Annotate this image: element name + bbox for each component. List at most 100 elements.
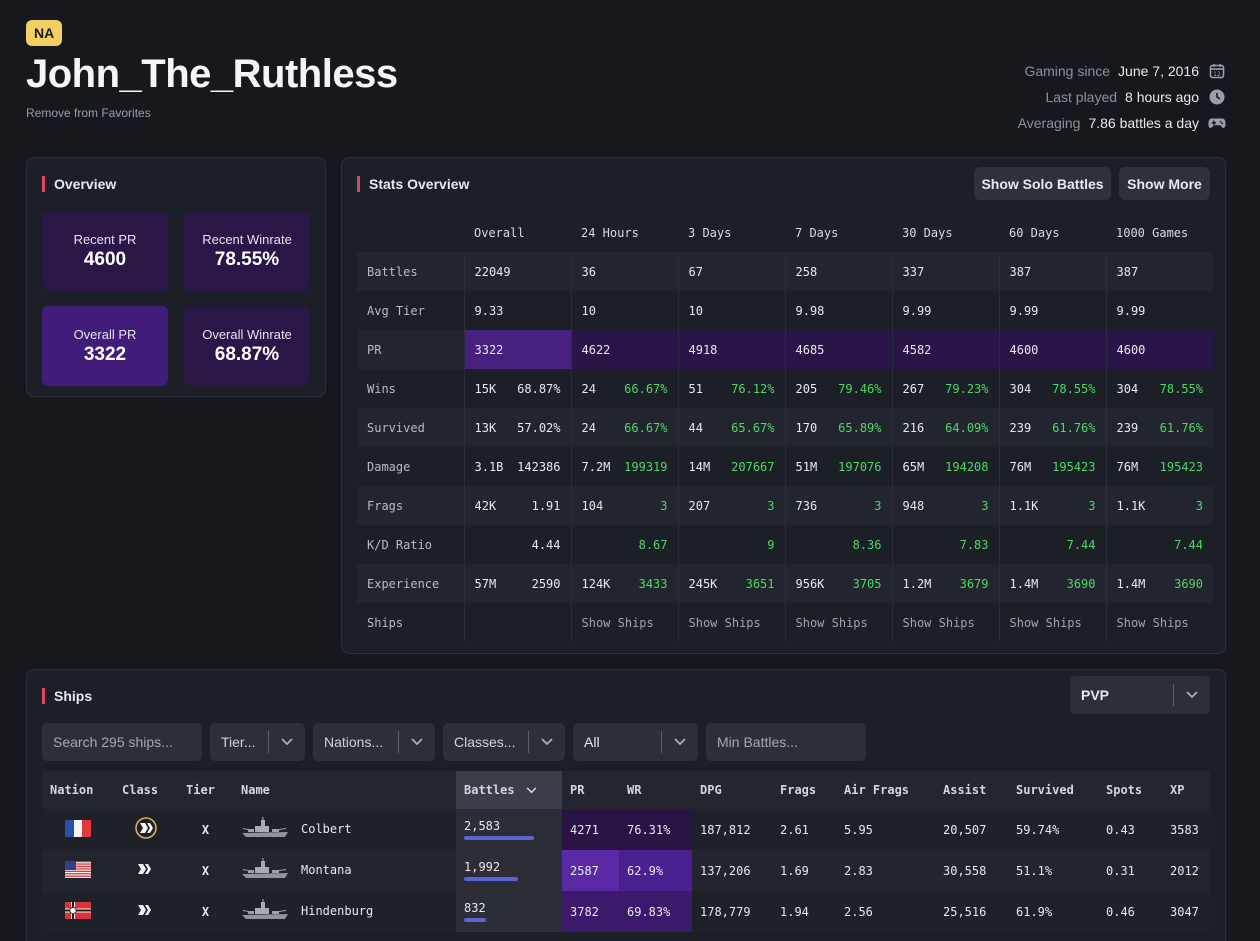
ship-row[interactable]: X Montana 1,992 2587 62.9% 137,206 1.69 2.83 30,… [42,850,1210,891]
ships-table: Nation Class Tier Name Battles PR WR DPG… [42,771,1210,932]
ship-class-cell [114,809,178,850]
classes-select-placeholder: Classes... [454,734,516,750]
col-name[interactable]: Name [233,771,456,809]
recent-winrate-value: 78.55% [214,248,280,270]
show-ships-link[interactable]: Show Ships [1009,615,1082,630]
show-ships-link[interactable]: Show Ships [688,615,761,630]
stats-cell-value: 4622 [581,342,611,357]
stats-cell-average: 3 [1195,498,1203,513]
col-pr[interactable]: PR [562,771,619,809]
show-more-button[interactable]: Show More [1119,167,1210,200]
stats-cell: 9.98 [784,291,892,330]
ship-image [241,899,289,924]
chevron-down-icon[interactable] [269,738,305,746]
stats-cell-pair: 13K 57.02% [475,421,561,435]
stats-cell-pair: 7.83 [903,538,989,552]
ship-xp: 3583 [1162,809,1210,850]
chevron-down-icon[interactable] [529,738,565,746]
col-tier[interactable]: Tier [178,771,233,809]
col-spots[interactable]: Spots [1098,771,1162,809]
ship-nation-cell [42,809,114,850]
min-battles-input[interactable] [706,723,866,761]
remove-favorite-link[interactable]: Remove from Favorites [26,106,151,120]
col-assist[interactable]: Assist [935,771,1008,809]
col-nation[interactable]: Nation [42,771,114,809]
classes-select[interactable]: Classes... [443,723,565,761]
battleship-class-icon [135,905,157,921]
col-class[interactable]: Class [114,771,178,809]
col-dpg[interactable]: DPG [692,771,772,809]
stats-row: Survived 13K 57.02% 24 66.67% 44 65.67% 170 65.8… [357,408,1213,447]
stats-cell-average: 207667 [731,459,775,474]
stats-cell-pair: 956K 3705 [796,577,882,591]
last-played-label: Last played [1045,89,1118,105]
stats-row-label: Experience [357,564,464,603]
col-survived[interactable]: Survived [1008,771,1098,809]
stats-overview-panel: Stats Overview Show Solo Battles Show Mo… [341,157,1226,654]
chevron-down-icon[interactable] [662,738,698,746]
stats-cell-pair: 304 78.55% [1010,382,1096,396]
ship-tier: X [178,850,233,891]
stats-cell-pair: 304 78.55% [1117,382,1204,396]
mode-select[interactable]: PVP [1070,676,1210,714]
show-ships-link[interactable]: Show Ships [1116,615,1189,630]
col-wr[interactable]: WR [619,771,692,809]
stats-cell-total: 239 [1009,420,1032,435]
col-xp[interactable]: XP [1162,771,1210,809]
stats-cell-total: 1.1K [1116,498,1146,513]
stats-cell [463,603,571,642]
chevron-down-icon[interactable] [399,738,435,746]
stats-cell: 22049 [463,252,571,291]
show-ships-link[interactable]: Show Ships [581,615,654,630]
col-battles[interactable]: Battles [456,771,562,809]
col-frags[interactable]: Frags [772,771,836,809]
ship-row[interactable]: X Colbert 2,583 4271 76.31% 187,812 2.61 5.95 20… [42,809,1210,850]
stats-cell: 9.99 [998,291,1106,330]
stats-cell: 258 [784,252,892,291]
ship-row[interactable]: X Hindenburg 832 3782 69.83% 178,779 1.94 2.56 2… [42,891,1210,932]
stats-cell-total: 304 [1009,381,1032,396]
stats-cell-pair: 245K 3651 [689,577,775,591]
stats-cell-pair: 15K 68.87% [475,382,561,396]
ship-class-cell [114,850,178,891]
stats-cell: 44 65.67% [677,408,785,447]
stats-cell: Show Ships [570,603,678,642]
stats-cell-total: 1.1K [1009,498,1039,513]
ship-search-input[interactable] [42,723,202,761]
ships-panel: Ships PVP Tier... Nations... Classes... … [26,669,1226,941]
battles-bar-track [464,836,554,840]
ship-nation-cell [42,850,114,891]
chevron-down-icon[interactable] [1174,691,1210,699]
show-solo-battles-button[interactable]: Show Solo Battles [974,167,1111,200]
filter-all-value: All [584,734,600,750]
stats-row-label: Avg Tier [357,291,464,330]
stats-cell-average: 61.76% [1052,420,1096,435]
stats-cell-pair: 65M 194208 [903,460,989,474]
stats-cell: 4600 [1105,330,1213,369]
stats-cell-pair: 3.1B 142386 [475,460,561,474]
filter-all-select[interactable]: All [573,723,698,761]
stats-cell-average: 3 [767,498,775,513]
col-air-frags[interactable]: Air Frags [836,771,935,809]
ships-title: Ships [42,688,92,704]
stats-cell-average: 3 [874,498,882,513]
stats-cell: Show Ships [677,603,785,642]
stats-cell: 8.67 [570,525,678,564]
stats-cell: 4685 [784,330,892,369]
stats-cell-average: 3433 [638,576,668,591]
ship-survived: 59.74% [1008,809,1098,850]
ship-assist: 20,507 [935,809,1008,850]
stats-cell-total: 1.2M [902,576,932,591]
tier-select[interactable]: Tier... [210,723,305,761]
player-name: John_The_Ruthless [26,52,398,96]
nations-select[interactable]: Nations... [313,723,435,761]
stats-cell: 7.83 [891,525,999,564]
show-ships-link[interactable]: Show Ships [795,615,868,630]
overview-title: Overview [42,176,116,192]
stats-row: PR 3322 4622 4918 4685 4582 4600 4600 [357,330,1213,369]
ship-battles-cell: 2,583 [456,809,562,850]
ship-xp: 2012 [1162,850,1210,891]
show-ships-link[interactable]: Show Ships [902,615,975,630]
stats-cell-total: 24 [581,381,596,396]
stats-row: Frags 42K 1.91 104 3 207 3 736 3 948 3 1.1K 3 1.1K 3 [357,486,1213,525]
